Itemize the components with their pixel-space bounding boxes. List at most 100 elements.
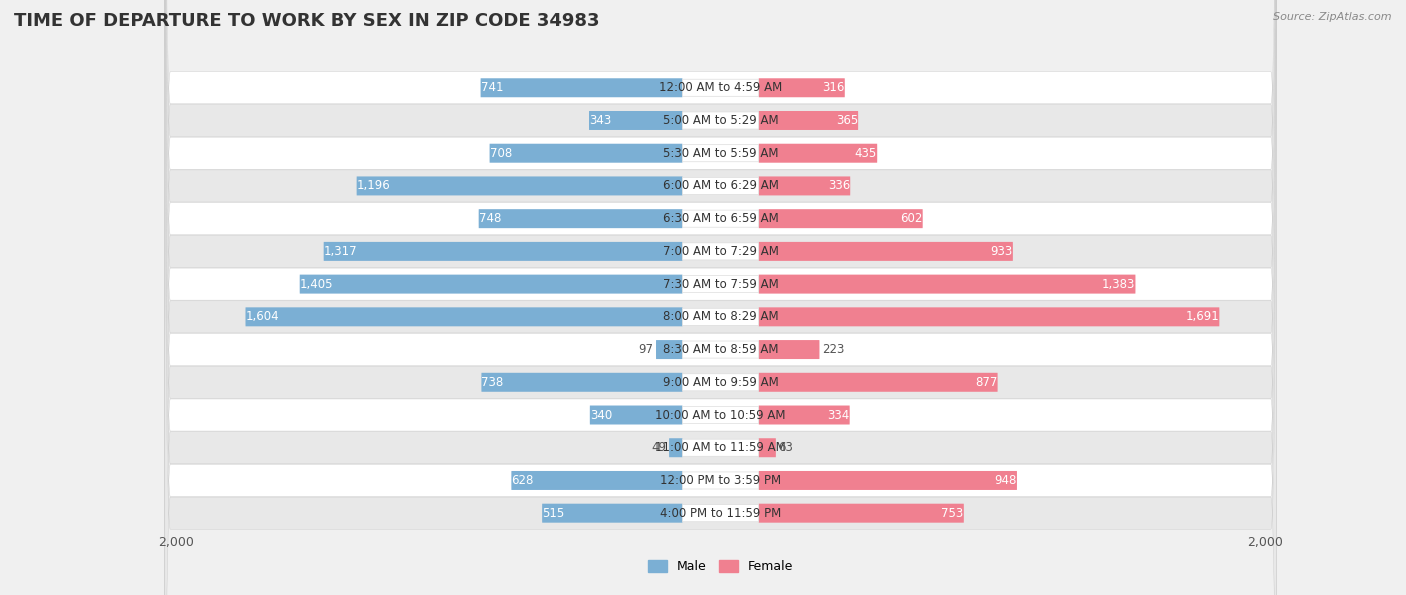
Text: 1,604: 1,604: [246, 311, 280, 323]
FancyBboxPatch shape: [682, 210, 759, 227]
FancyBboxPatch shape: [478, 209, 682, 228]
FancyBboxPatch shape: [165, 0, 1277, 595]
FancyBboxPatch shape: [165, 0, 1277, 595]
FancyBboxPatch shape: [165, 0, 1277, 595]
Text: 8:30 AM to 8:59 AM: 8:30 AM to 8:59 AM: [662, 343, 779, 356]
FancyBboxPatch shape: [543, 504, 682, 522]
FancyBboxPatch shape: [323, 242, 682, 261]
FancyBboxPatch shape: [589, 111, 682, 130]
FancyBboxPatch shape: [682, 145, 759, 162]
Text: 1,383: 1,383: [1102, 278, 1136, 290]
FancyBboxPatch shape: [759, 79, 845, 97]
FancyBboxPatch shape: [759, 144, 877, 162]
FancyBboxPatch shape: [759, 177, 851, 195]
FancyBboxPatch shape: [165, 0, 1277, 595]
Text: 343: 343: [589, 114, 612, 127]
FancyBboxPatch shape: [682, 505, 759, 522]
FancyBboxPatch shape: [759, 439, 776, 457]
FancyBboxPatch shape: [682, 177, 759, 195]
Text: 948: 948: [994, 474, 1017, 487]
FancyBboxPatch shape: [246, 308, 682, 326]
Text: 223: 223: [823, 343, 845, 356]
FancyBboxPatch shape: [165, 0, 1277, 595]
FancyBboxPatch shape: [165, 0, 1277, 595]
Text: 708: 708: [489, 147, 512, 159]
Text: 4:00 PM to 11:59 PM: 4:00 PM to 11:59 PM: [659, 507, 782, 519]
Text: 628: 628: [512, 474, 534, 487]
FancyBboxPatch shape: [759, 373, 998, 392]
Text: 365: 365: [835, 114, 858, 127]
FancyBboxPatch shape: [481, 373, 682, 392]
Text: 334: 334: [827, 409, 849, 421]
Text: 63: 63: [779, 441, 793, 454]
Text: 1,405: 1,405: [299, 278, 333, 290]
Text: 515: 515: [543, 507, 564, 519]
FancyBboxPatch shape: [512, 471, 682, 490]
FancyBboxPatch shape: [669, 439, 682, 457]
Text: 11:00 AM to 11:59 AM: 11:00 AM to 11:59 AM: [655, 441, 786, 454]
Text: 1,196: 1,196: [357, 180, 391, 192]
FancyBboxPatch shape: [165, 0, 1277, 595]
FancyBboxPatch shape: [165, 0, 1277, 595]
Text: 49: 49: [651, 441, 666, 454]
Text: 602: 602: [900, 212, 922, 225]
Text: 738: 738: [481, 376, 503, 389]
FancyBboxPatch shape: [165, 0, 1277, 595]
Text: 97: 97: [638, 343, 654, 356]
Text: 340: 340: [591, 409, 612, 421]
Text: 9:00 AM to 9:59 AM: 9:00 AM to 9:59 AM: [662, 376, 779, 389]
Text: 316: 316: [823, 82, 845, 94]
FancyBboxPatch shape: [759, 504, 965, 522]
FancyBboxPatch shape: [682, 243, 759, 260]
FancyBboxPatch shape: [682, 308, 759, 325]
FancyBboxPatch shape: [299, 275, 682, 293]
Text: 748: 748: [479, 212, 501, 225]
FancyBboxPatch shape: [682, 406, 759, 424]
FancyBboxPatch shape: [481, 79, 682, 97]
Text: 753: 753: [942, 507, 963, 519]
Text: TIME OF DEPARTURE TO WORK BY SEX IN ZIP CODE 34983: TIME OF DEPARTURE TO WORK BY SEX IN ZIP …: [14, 12, 599, 30]
FancyBboxPatch shape: [682, 79, 759, 96]
Legend: Male, Female: Male, Female: [643, 555, 799, 578]
FancyBboxPatch shape: [489, 144, 682, 162]
FancyBboxPatch shape: [165, 0, 1277, 595]
FancyBboxPatch shape: [682, 374, 759, 391]
Text: 877: 877: [976, 376, 997, 389]
FancyBboxPatch shape: [759, 406, 849, 424]
Text: 12:00 PM to 3:59 PM: 12:00 PM to 3:59 PM: [659, 474, 782, 487]
Text: 1,691: 1,691: [1185, 311, 1219, 323]
FancyBboxPatch shape: [591, 406, 682, 424]
FancyBboxPatch shape: [165, 0, 1277, 595]
FancyBboxPatch shape: [682, 472, 759, 489]
Text: 7:30 AM to 7:59 AM: 7:30 AM to 7:59 AM: [662, 278, 779, 290]
Text: Source: ZipAtlas.com: Source: ZipAtlas.com: [1274, 12, 1392, 22]
FancyBboxPatch shape: [759, 209, 922, 228]
FancyBboxPatch shape: [357, 177, 682, 195]
Text: 5:30 AM to 5:59 AM: 5:30 AM to 5:59 AM: [662, 147, 779, 159]
Text: 6:00 AM to 6:29 AM: 6:00 AM to 6:29 AM: [662, 180, 779, 192]
Text: 5:00 AM to 5:29 AM: 5:00 AM to 5:29 AM: [662, 114, 779, 127]
FancyBboxPatch shape: [165, 0, 1277, 595]
Text: 6:30 AM to 6:59 AM: 6:30 AM to 6:59 AM: [662, 212, 779, 225]
Text: 8:00 AM to 8:29 AM: 8:00 AM to 8:29 AM: [662, 311, 779, 323]
FancyBboxPatch shape: [165, 0, 1277, 595]
Text: 336: 336: [828, 180, 851, 192]
FancyBboxPatch shape: [759, 340, 820, 359]
FancyBboxPatch shape: [682, 341, 759, 358]
FancyBboxPatch shape: [682, 439, 759, 456]
FancyBboxPatch shape: [682, 112, 759, 129]
Text: 435: 435: [855, 147, 877, 159]
FancyBboxPatch shape: [165, 0, 1277, 595]
Text: 7:00 AM to 7:29 AM: 7:00 AM to 7:29 AM: [662, 245, 779, 258]
FancyBboxPatch shape: [759, 308, 1219, 326]
Text: 10:00 AM to 10:59 AM: 10:00 AM to 10:59 AM: [655, 409, 786, 421]
FancyBboxPatch shape: [657, 340, 682, 359]
Text: 1,317: 1,317: [323, 245, 357, 258]
FancyBboxPatch shape: [682, 275, 759, 293]
FancyBboxPatch shape: [759, 111, 858, 130]
Text: 933: 933: [991, 245, 1012, 258]
Text: 12:00 AM to 4:59 AM: 12:00 AM to 4:59 AM: [659, 82, 782, 94]
FancyBboxPatch shape: [759, 471, 1017, 490]
Text: 741: 741: [481, 82, 503, 94]
FancyBboxPatch shape: [759, 275, 1136, 293]
